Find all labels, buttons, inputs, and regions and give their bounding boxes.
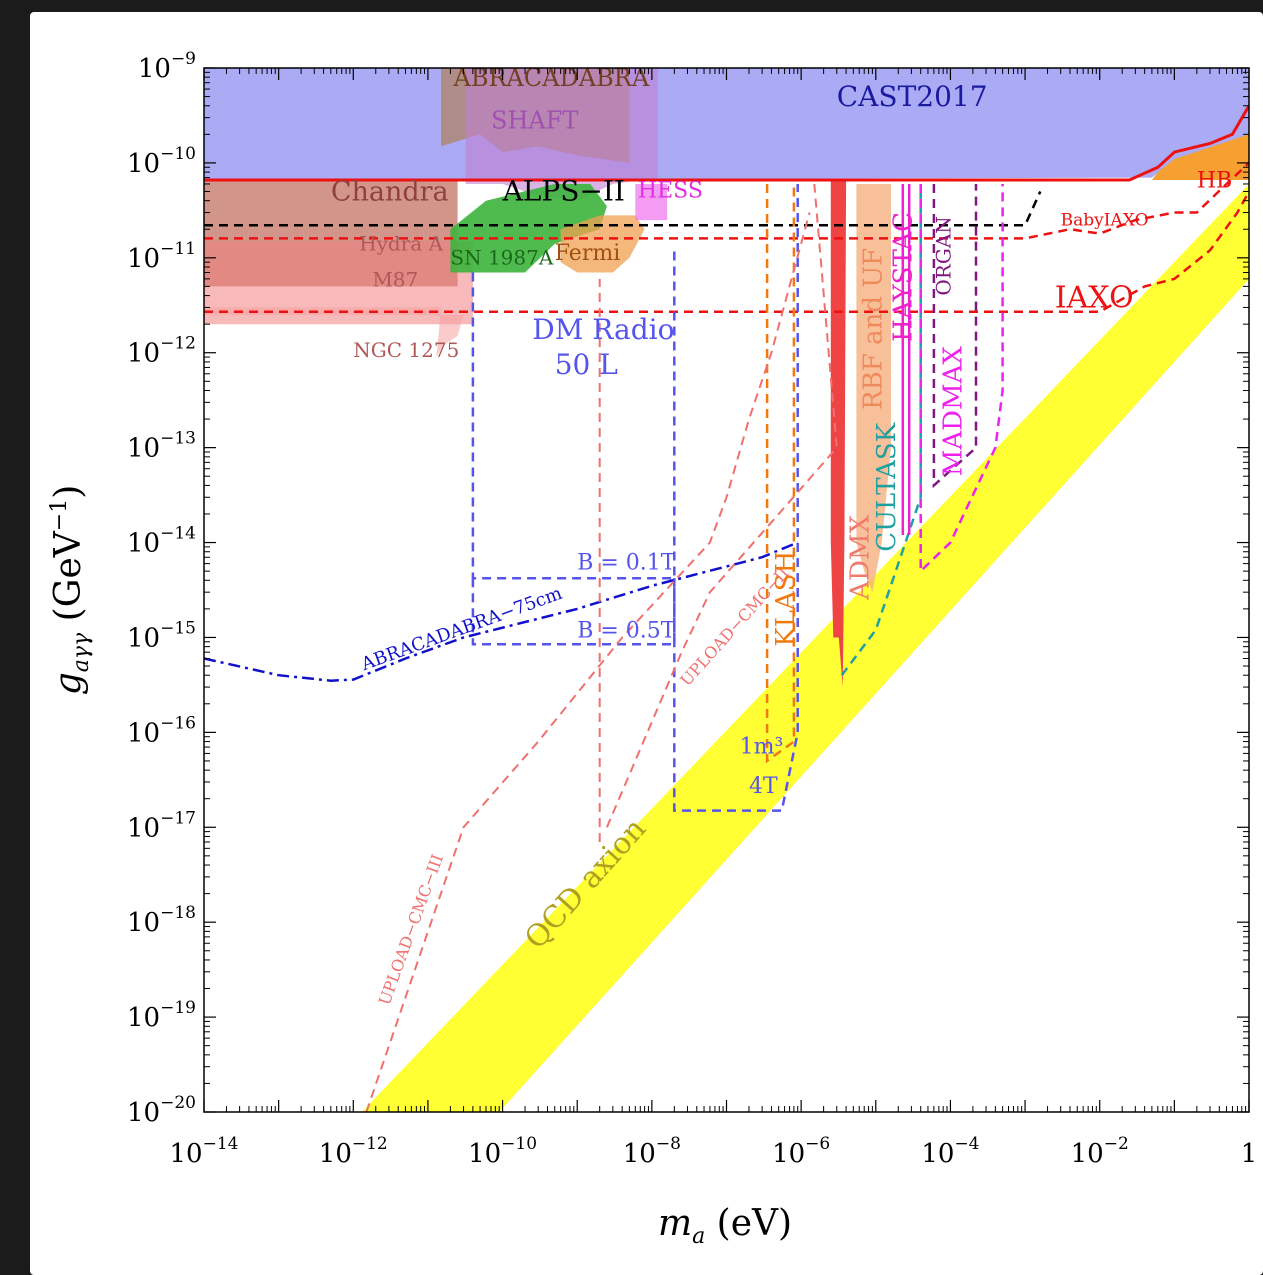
region-admx — [830, 180, 847, 688]
label-50-l: 50 L — [555, 348, 618, 381]
curve-cultask — [840, 184, 922, 676]
curve-babyiaxo — [204, 190, 1042, 227]
y-axis-label-unit-exp: −1 — [47, 499, 72, 531]
x-tick-label: 10−4 — [921, 1134, 979, 1169]
x-axis-label-subscript: a — [692, 1224, 705, 1249]
curve-iaxo-top — [204, 161, 1249, 240]
label-alps-ii: ALPS−II — [502, 175, 625, 208]
y-tick-label: 10−14 — [127, 524, 196, 559]
x-axis-label-symbol: m — [658, 1203, 692, 1244]
label-sn-1987a: SN 1987A — [450, 246, 553, 270]
label-cultask: CULTASK — [872, 422, 902, 551]
y-tick-label: 10−18 — [127, 903, 196, 938]
region-hydra-a-m87 — [204, 241, 473, 325]
x-tick-label: 1 — [1241, 1139, 1258, 1169]
label-fermi: Fermi — [555, 241, 621, 266]
y-axis-label-unit-close: ) — [48, 485, 89, 499]
label-klash: KLASH — [771, 551, 801, 647]
x-axis-label-unit: (eV) — [705, 1203, 792, 1244]
curve-dm-radio-1m3 — [673, 184, 799, 812]
y-tick-label: 10−16 — [127, 713, 196, 748]
y-axis-label-symbol: g — [48, 672, 89, 695]
region-alps-ii — [450, 184, 607, 273]
curve-cast — [204, 105, 1249, 182]
label-madmax: MADMAX — [938, 346, 968, 477]
y-tick-label: 10−9 — [138, 49, 196, 84]
label-babyiaxo: BabyIAXO — [1061, 210, 1149, 230]
label-cast2017: CAST2017 — [837, 80, 988, 113]
exclusion-regions — [204, 68, 1249, 1112]
label-organ: ORGAN — [931, 216, 955, 295]
label-1m: 1m³ — [740, 734, 784, 759]
curve-iaxo — [204, 190, 1249, 314]
label-dm-radio: DM Radio — [532, 313, 674, 346]
projection-curves — [204, 105, 1249, 1112]
y-tick-labels: 10−9 10−10 10−11 10−12 10−13 10−14 10−15 10−16 1… — [127, 49, 196, 1128]
y-tick-label: 10−11 — [127, 239, 196, 274]
x-tick-label: 10−6 — [772, 1134, 830, 1169]
label-chandra: Chandra — [331, 177, 449, 208]
y-tick-label: 10−20 — [127, 1093, 196, 1128]
curve-upload-cmc-iii — [365, 212, 811, 1112]
y-axis-label: gaγγ (GeV−1) — [47, 485, 94, 696]
curve-abracadabra-75cm — [204, 541, 799, 682]
axis-ticks — [203, 67, 1250, 1113]
curve-madmax — [919, 184, 1004, 575]
label-4t: 4T — [749, 774, 778, 799]
curve-klash — [765, 184, 796, 764]
label-hydra-a: Hydra A — [359, 231, 443, 255]
x-tick-label: 10−2 — [1071, 1134, 1129, 1169]
x-tick-label: 10−8 — [623, 1134, 681, 1169]
label-ngc-1275: NGC 1275 — [353, 338, 459, 362]
y-tick-label: 10−19 — [127, 998, 196, 1033]
label-hess: HESS — [638, 179, 703, 204]
label-b-0-5t: B = 0.5T — [577, 618, 676, 643]
curve-dm-radio — [471, 247, 676, 580]
y-tick-label: 10−13 — [127, 429, 196, 464]
region-fermi — [560, 215, 645, 273]
y-tick-label: 10−15 — [127, 618, 196, 653]
curve-organ — [932, 184, 978, 489]
x-tick-labels: 10−14 10−12 10−10 10−8 10−6 10−4 10−2 1 — [170, 1134, 1258, 1169]
region-hess — [635, 184, 668, 221]
region-hb — [1151, 134, 1249, 180]
x-tick-label: 10−12 — [319, 1134, 388, 1169]
label-shaft: SHAFT — [491, 107, 578, 135]
y-tick-label: 10−17 — [127, 808, 196, 843]
label-m87: M87 — [372, 267, 418, 291]
label-abracadabra-75cm: ABRACADABRA−75cm — [358, 583, 565, 676]
y-axis-label-unit: (GeV — [48, 530, 89, 633]
curve-upload-cmc-ii-2 — [605, 183, 838, 828]
label-haystac: HAYSTAC — [888, 212, 918, 342]
x-axis-label: ma (eV) — [658, 1203, 792, 1249]
label-rbf-and-uf: RBF and UF — [859, 248, 889, 410]
y-tick-label: 10−12 — [127, 334, 196, 369]
label-iaxo: IAXO — [1055, 280, 1134, 315]
region-qcd-band — [361, 184, 1249, 1112]
region-shaft — [465, 68, 658, 201]
region-cast2017 — [204, 68, 1249, 180]
x-tick-label: 10−10 — [468, 1134, 537, 1169]
label-hb: HB — [1197, 169, 1232, 194]
y-axis-label-subscript: aγγ — [69, 632, 94, 672]
y-tick-label: 10−10 — [127, 144, 196, 179]
label-admx: ADMX — [846, 514, 876, 600]
label-b-0-1t: B = 0.1T — [577, 550, 676, 575]
region-rbf-and-uf — [856, 184, 891, 593]
x-tick-label: 10−14 — [170, 1134, 239, 1169]
